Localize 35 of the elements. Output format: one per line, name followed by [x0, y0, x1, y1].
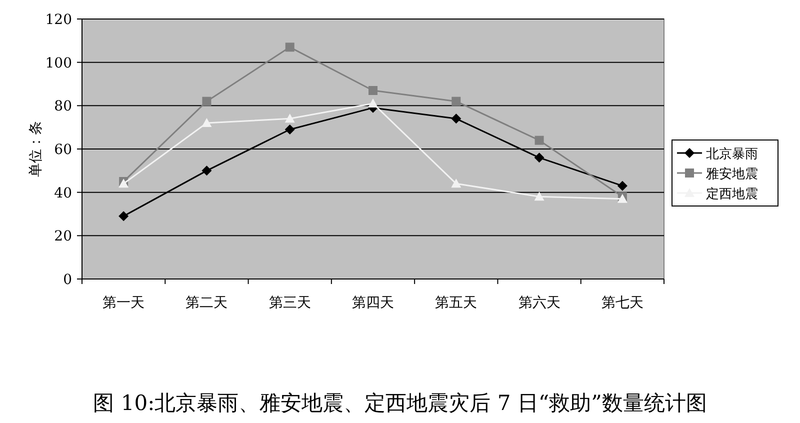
legend-label: 定西地震 — [706, 187, 758, 202]
y-tick-label: 20 — [54, 228, 72, 245]
x-tick-label: 第二天 — [186, 295, 228, 311]
y-tick-label: 120 — [45, 12, 72, 28]
point — [451, 114, 462, 124]
y-tick-label: 40 — [54, 185, 72, 202]
y-tick-label: 60 — [54, 142, 72, 158]
point — [534, 192, 544, 201]
point — [451, 178, 462, 188]
text: 图 10:北京暴雨、雅安地震、定西地震灾后 7 日“救助”数量统计图 — [93, 391, 707, 415]
y-tick-label: 0 — [63, 272, 72, 288]
point — [284, 124, 295, 134]
y-axis-title: 单位：条 — [28, 121, 44, 177]
point — [452, 96, 461, 106]
x-tick-label: 第六天 — [518, 295, 560, 311]
x-tick-label: 第三天 — [268, 295, 311, 311]
point — [202, 166, 212, 176]
point — [368, 86, 378, 95]
point — [202, 118, 212, 127]
y-tick-label: 80 — [54, 98, 72, 115]
point — [284, 114, 295, 123]
legend-label: 北京暴雨 — [706, 147, 758, 162]
x-tick-label: 第五天 — [435, 295, 478, 311]
point — [285, 42, 294, 52]
point — [368, 98, 378, 108]
point — [534, 152, 544, 163]
legend-label: 雅安地震 — [706, 166, 758, 182]
y-tick-label: 100 — [45, 55, 72, 72]
point — [617, 180, 628, 191]
point — [202, 96, 212, 106]
x-tick-label: 第一天 — [102, 295, 145, 311]
point — [118, 211, 129, 222]
x-tick-label: 第四天 — [352, 295, 394, 311]
point — [534, 136, 544, 145]
x-tick-label: 第七天 — [601, 295, 644, 311]
